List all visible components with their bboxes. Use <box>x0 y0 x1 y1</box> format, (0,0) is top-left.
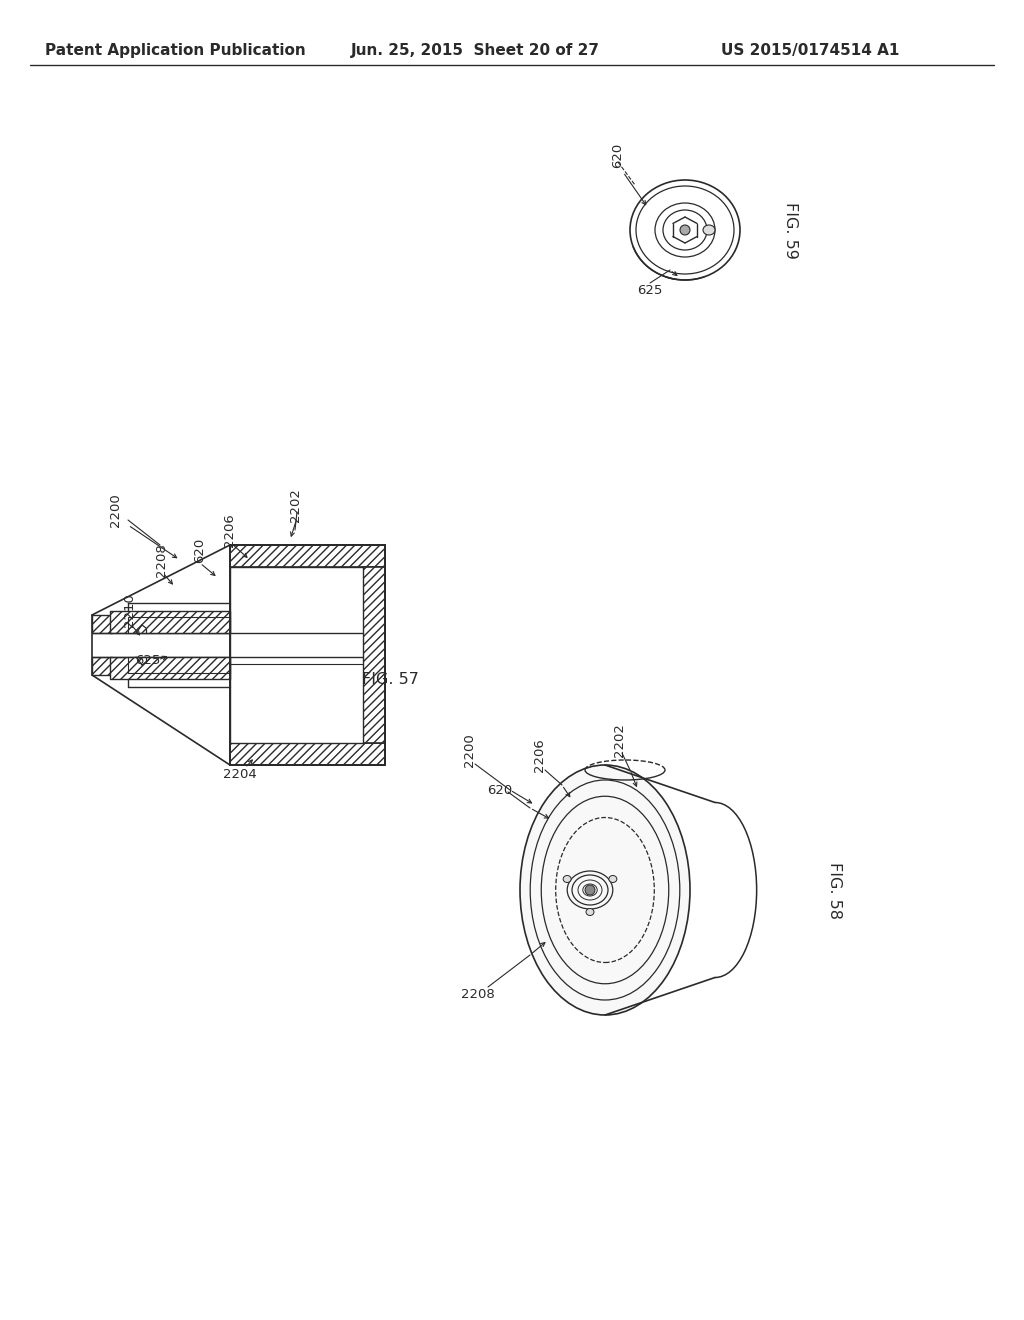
Ellipse shape <box>609 875 616 883</box>
Text: 2206: 2206 <box>223 513 237 546</box>
Text: 620: 620 <box>194 537 207 562</box>
Text: 2208: 2208 <box>461 989 495 1002</box>
Text: 2200: 2200 <box>109 494 122 527</box>
Text: 2208: 2208 <box>156 543 169 577</box>
Text: 625: 625 <box>637 284 663 297</box>
Text: 620: 620 <box>487 784 513 796</box>
Bar <box>128 616 230 634</box>
Bar <box>230 568 362 743</box>
Text: 2204: 2204 <box>223 768 257 781</box>
Text: FIG. 57: FIG. 57 <box>361 672 419 688</box>
Text: 2206: 2206 <box>534 738 547 772</box>
Text: FIG. 58: FIG. 58 <box>827 862 843 919</box>
Text: 2202: 2202 <box>289 488 301 521</box>
Bar <box>230 743 385 766</box>
Bar <box>362 568 385 743</box>
Text: 620: 620 <box>611 143 625 168</box>
Bar <box>110 657 230 678</box>
Text: Patent Application Publication: Patent Application Publication <box>45 42 305 58</box>
Text: FIG. 59: FIG. 59 <box>782 202 798 259</box>
Bar <box>230 545 385 568</box>
Bar <box>128 657 230 673</box>
Ellipse shape <box>563 875 571 883</box>
Bar <box>92 657 112 675</box>
Text: Jun. 25, 2015  Sheet 20 of 27: Jun. 25, 2015 Sheet 20 of 27 <box>350 42 599 58</box>
Text: 2200: 2200 <box>464 733 476 767</box>
Ellipse shape <box>520 766 690 1015</box>
Ellipse shape <box>703 224 715 235</box>
Text: 625: 625 <box>135 653 161 667</box>
Text: US 2015/0174514 A1: US 2015/0174514 A1 <box>721 42 899 58</box>
Ellipse shape <box>586 908 594 916</box>
Circle shape <box>680 224 690 235</box>
Text: 2210: 2210 <box>124 593 136 627</box>
Bar <box>92 615 112 634</box>
Circle shape <box>585 884 595 895</box>
Bar <box>110 611 230 634</box>
Text: 2202: 2202 <box>613 723 627 756</box>
